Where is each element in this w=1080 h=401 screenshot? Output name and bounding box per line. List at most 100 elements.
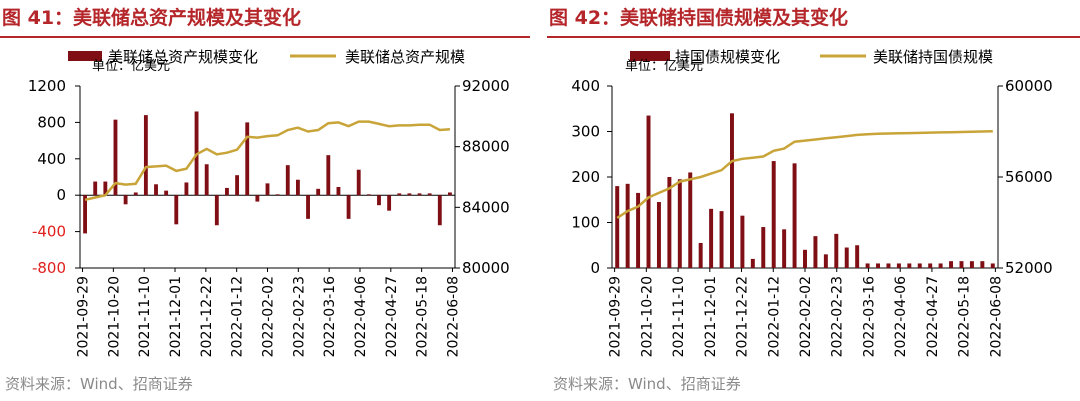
x-tick-label: 2022-02-23 [830, 276, 846, 357]
x-tick-label: 2021-12-22 [735, 276, 751, 357]
bar [407, 193, 412, 196]
bar [636, 192, 641, 268]
bar [204, 164, 209, 196]
x-tick-label: 2022-01-12 [766, 276, 782, 357]
x-tick-label: 2022-02-02 [798, 276, 814, 357]
bar [907, 263, 912, 268]
x-tick-label: 2021-10-20 [106, 276, 122, 357]
bar [448, 192, 452, 196]
bar [275, 194, 280, 196]
figure-title: 图 42：美联储持国债规模及其变化 [549, 7, 849, 29]
bar [387, 195, 392, 211]
bar [113, 119, 118, 196]
bar [969, 261, 974, 268]
x-tick-label: 2021-09-29 [76, 276, 92, 357]
legend-bar-swatch [68, 51, 102, 61]
x-tick-label: 2022-05-18 [415, 276, 431, 357]
bar [245, 122, 250, 196]
x-tick-label: 2022-03-16 [861, 276, 877, 357]
left-tick-label: 100 [571, 214, 600, 232]
left-tick-label: 0 [56, 186, 66, 204]
right-tick-label: 56000 [1005, 168, 1053, 186]
bar [174, 195, 179, 225]
bar [740, 215, 745, 268]
title-rule [0, 36, 530, 38]
figure-title: 图 41：美联储总资产规模及其变化 [2, 7, 302, 29]
right-tick-label: 52000 [1005, 259, 1053, 277]
x-tick-label: 2022-02-23 [291, 276, 307, 357]
bar [123, 195, 128, 205]
bar [306, 195, 310, 219]
x-tick-label: 2022-06-08 [988, 276, 1004, 357]
bar [959, 261, 964, 268]
left-tick-label: 300 [571, 123, 600, 141]
bar [938, 263, 943, 268]
bar [164, 190, 169, 196]
bar [143, 115, 148, 196]
bar [719, 211, 724, 268]
bar [771, 161, 776, 268]
legend-label: 美联储总资产规模 [345, 48, 465, 66]
bar [782, 229, 787, 268]
bar [761, 227, 766, 268]
bar [698, 242, 703, 268]
right-tick-label: 84000 [462, 198, 510, 216]
bar [225, 187, 229, 196]
bar [677, 179, 682, 268]
bar [844, 247, 849, 268]
bar [928, 263, 933, 268]
bar [823, 254, 828, 268]
unit-label: 单位：亿美元 [625, 59, 703, 74]
bar [855, 245, 860, 268]
bar [214, 195, 219, 226]
x-tick-label: 2022-06-08 [445, 276, 461, 357]
bar [667, 177, 672, 268]
x-tick-label: 2021-09-29 [608, 276, 624, 357]
bar [865, 263, 870, 268]
series-line [84, 120, 450, 202]
legend-label: 美联储持国债规模 [873, 48, 993, 66]
bar [834, 233, 839, 268]
bar [750, 258, 755, 268]
right-tick-label: 88000 [462, 138, 510, 156]
x-tick-label: 2022-04-06 [893, 276, 909, 357]
bar [646, 115, 651, 268]
bar [615, 186, 620, 268]
x-tick-label: 2022-04-27 [384, 276, 400, 357]
legend-label: 美联储总资产规模变化 [108, 48, 258, 66]
bar [886, 263, 891, 268]
bar [896, 263, 901, 268]
bar [397, 193, 402, 196]
left-tick-label: 800 [37, 113, 66, 131]
bar [876, 263, 881, 268]
bar [154, 184, 158, 196]
x-tick-label: 2022-04-06 [353, 276, 369, 357]
bar [709, 208, 714, 268]
bar [184, 182, 189, 196]
bar [285, 165, 290, 196]
bar [688, 172, 693, 268]
bar [83, 195, 87, 234]
left-tick-label: 400 [571, 77, 600, 95]
x-tick-label: 2021-12-01 [168, 276, 184, 357]
bar [346, 195, 351, 219]
bar [625, 183, 630, 268]
bar [437, 195, 442, 226]
bar [356, 169, 361, 196]
bar [417, 193, 422, 196]
x-tick-label: 2022-02-02 [261, 276, 277, 357]
x-tick-label: 2022-01-12 [230, 276, 246, 357]
left-tick-label: 400 [37, 150, 66, 168]
bar [803, 249, 807, 268]
bar [326, 155, 331, 196]
left-tick-label: -400 [32, 223, 66, 241]
legend-label: 持国债规模变化 [675, 48, 780, 66]
x-tick-label: 2021-12-22 [199, 276, 215, 357]
x-tick-label: 2022-04-27 [925, 276, 941, 357]
bar [133, 192, 138, 196]
bar [103, 181, 108, 196]
unit-label: 单位：亿美元 [92, 59, 170, 74]
bar [255, 195, 260, 202]
